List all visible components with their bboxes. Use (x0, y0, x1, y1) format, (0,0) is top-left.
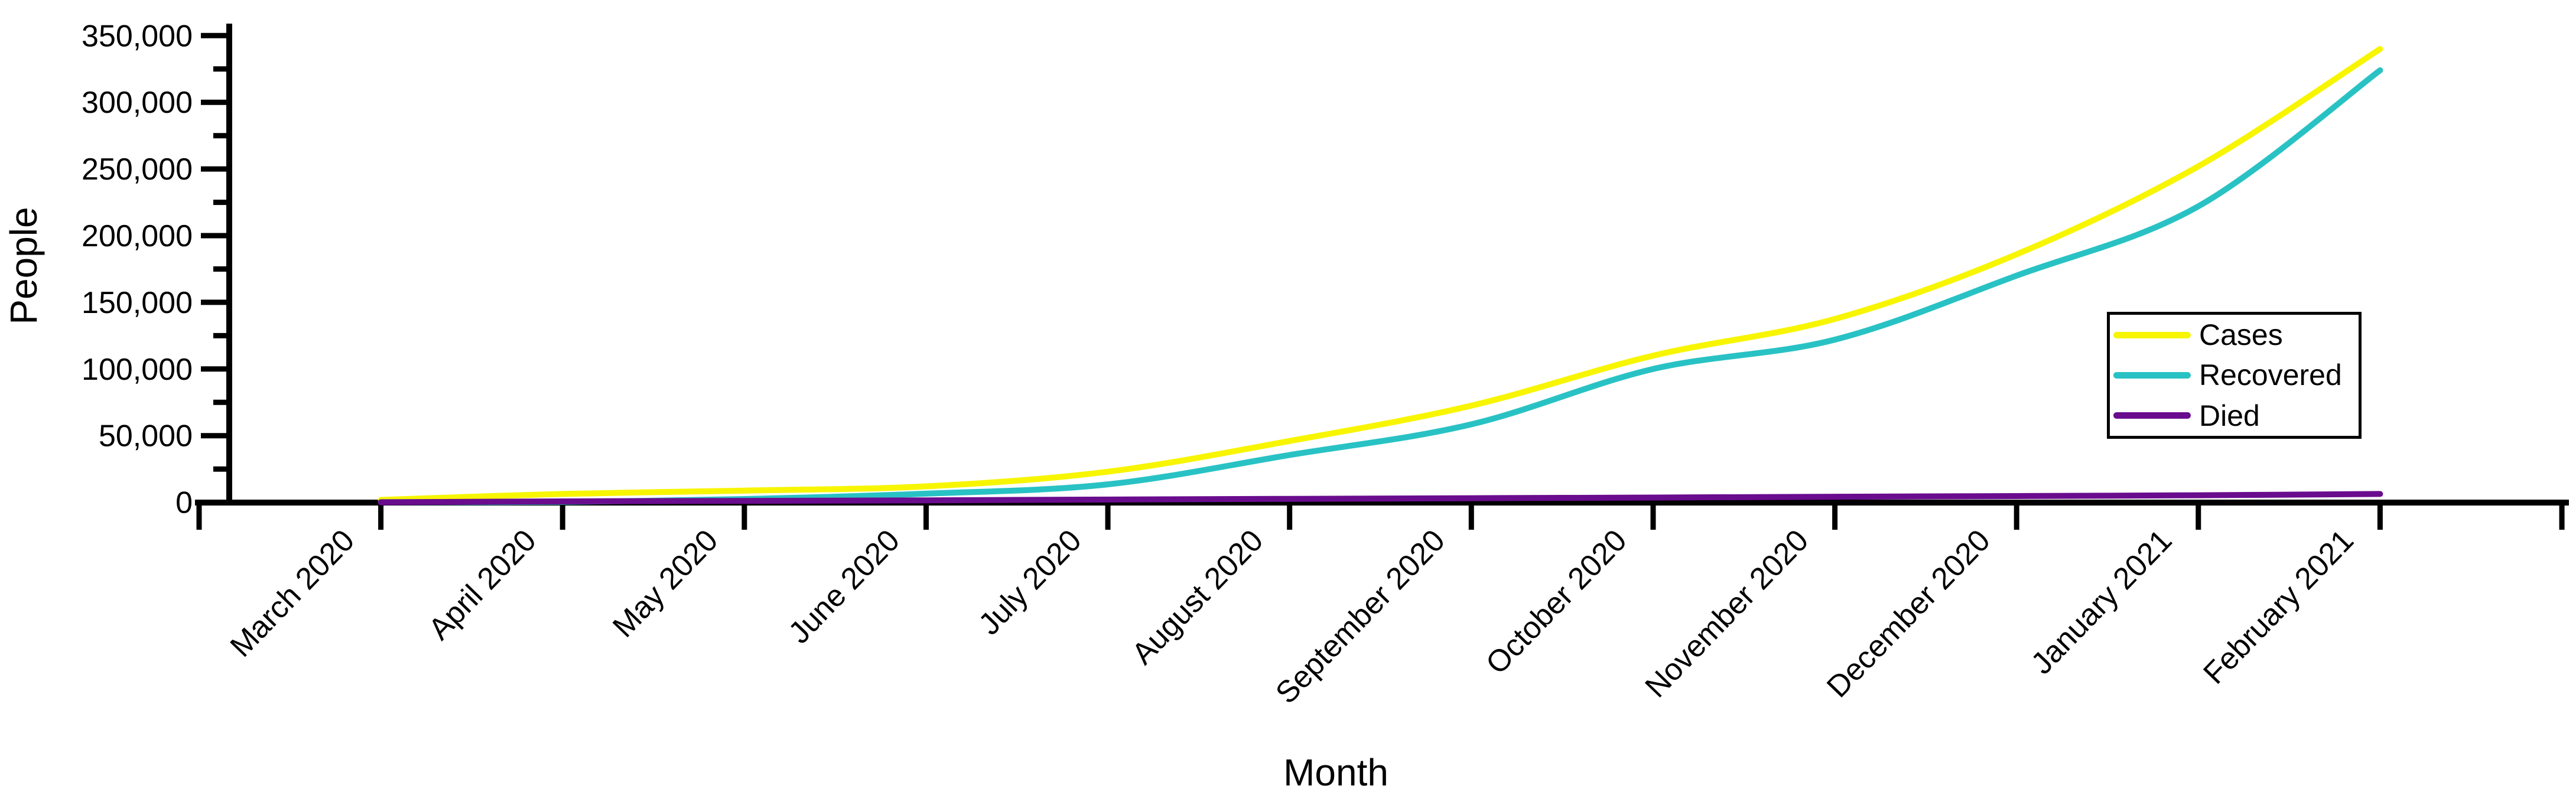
legend: Cases Recovered Died (2107, 312, 2362, 439)
y-tick-label: 200,000 (82, 219, 193, 253)
y-axis-title: People (2, 207, 45, 324)
x-tick-label: July 2020 (972, 523, 1088, 641)
legend-item-recovered: Recovered (2113, 360, 2359, 390)
y-tick-label: 0 (175, 486, 193, 520)
y-tick-label: 50,000 (99, 419, 193, 454)
x-tick-label: November 2020 (1638, 523, 1815, 704)
legend-label-died: Died (2199, 399, 2260, 432)
legend-item-died: Died (2113, 401, 2359, 431)
legend-item-cases: Cases (2113, 320, 2359, 350)
x-tick-label: August 2020 (1126, 523, 1270, 671)
x-tick-label: April 2020 (422, 523, 542, 647)
died-line-icon (2113, 412, 2191, 419)
x-tick-label: January 2021 (2025, 523, 2179, 681)
x-tick-label: June 2020 (782, 523, 906, 650)
x-tick-label: September 2020 (1269, 523, 1452, 710)
recovered-line-icon (2113, 371, 2191, 379)
recovered-line (378, 67, 2383, 506)
y-tick-label: 350,000 (82, 19, 193, 53)
y-tick-label: 150,000 (82, 286, 193, 320)
x-tick-label: October 2020 (1479, 523, 1634, 681)
died-line (378, 491, 2383, 506)
legend-label-cases: Cases (2199, 318, 2283, 352)
x-tick-label: March 2020 (224, 523, 361, 664)
cases-line (378, 45, 2383, 503)
x-tick-label: February 2021 (2197, 523, 2360, 691)
y-tick-label: 300,000 (82, 86, 193, 120)
x-tick-label: May 2020 (606, 523, 724, 644)
x-axis-title: Month (1283, 751, 1388, 794)
x-tick-label: December 2020 (1820, 523, 1997, 704)
legend-label-recovered: Recovered (2199, 358, 2342, 392)
cases-line-icon (2113, 331, 2191, 338)
y-tick-label: 100,000 (82, 353, 193, 387)
y-tick-label: 250,000 (82, 152, 193, 187)
